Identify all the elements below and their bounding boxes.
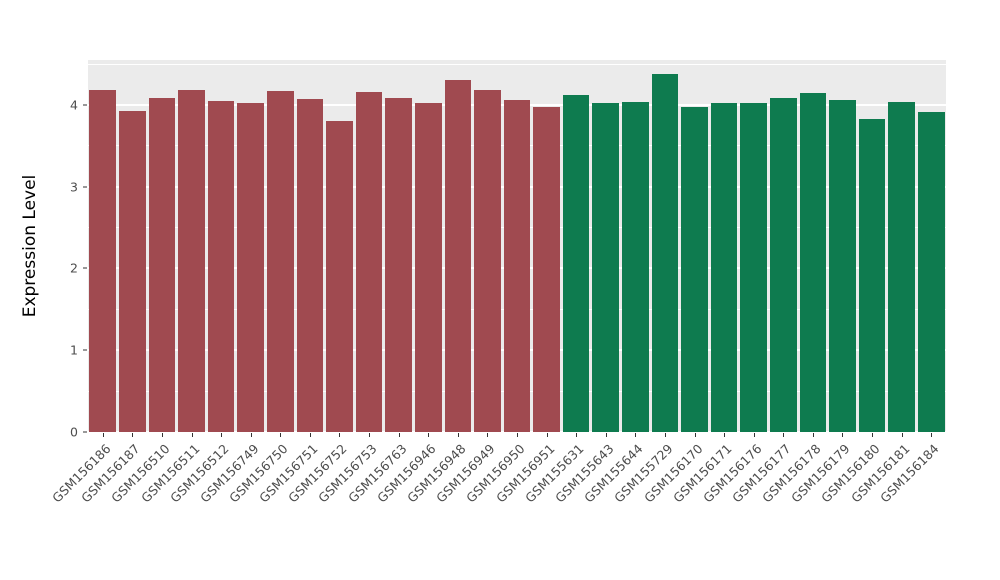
y-tick-label: 2 [70, 260, 78, 276]
bar [237, 102, 265, 432]
x-tick-mark [635, 433, 637, 437]
bar [207, 100, 235, 432]
x-tick-mark [576, 433, 578, 437]
bar [651, 73, 679, 432]
bar [444, 80, 472, 432]
x-tick-mark [280, 433, 282, 437]
y-tick-mark [83, 186, 87, 188]
x-tick-mark [102, 433, 104, 437]
x-tick-mark [812, 433, 814, 437]
y-axis-title: Expression Level [20, 174, 40, 318]
x-tick-mark [191, 433, 193, 437]
bar [562, 95, 590, 432]
bar [858, 118, 886, 432]
x-tick-mark [161, 433, 163, 437]
y-tick-label: 4 [70, 97, 78, 113]
y-tick-mark [83, 267, 87, 269]
y-tick-mark [83, 104, 87, 106]
bar [474, 90, 501, 432]
major-gridline [88, 431, 946, 433]
y-tick-mark [83, 349, 87, 351]
x-tick-mark [783, 433, 785, 437]
x-tick-mark [428, 433, 430, 437]
plot-panel [88, 60, 946, 433]
y-tick-mark [83, 431, 87, 433]
x-tick-mark [694, 433, 696, 437]
bar [799, 92, 827, 432]
y-tick-label: 1 [70, 342, 78, 358]
bar [888, 101, 915, 432]
x-tick-mark [872, 433, 874, 437]
bar [266, 91, 294, 432]
bar [592, 103, 620, 432]
bar [917, 112, 945, 432]
x-tick-mark [901, 433, 903, 437]
bar [296, 99, 324, 432]
bar [533, 107, 560, 432]
bar [681, 106, 708, 432]
x-tick-mark [605, 433, 607, 437]
x-tick-mark [457, 433, 459, 437]
bar [622, 101, 649, 432]
x-tick-mark [250, 433, 252, 437]
x-tick-mark [221, 433, 223, 437]
bar [414, 103, 442, 432]
x-tick-mark [931, 433, 933, 437]
bar [385, 98, 412, 432]
x-tick-mark [724, 433, 726, 437]
y-tick-label: 0 [70, 424, 78, 440]
bar [326, 121, 353, 432]
x-tick-mark [369, 433, 371, 437]
x-tick-mark [753, 433, 755, 437]
x-tick-mark [842, 433, 844, 437]
bar [829, 100, 856, 432]
x-tick-mark [664, 433, 666, 437]
x-tick-mark [517, 433, 518, 437]
x-tick-mark [398, 433, 400, 437]
x-tick-mark [309, 433, 311, 437]
bar [769, 98, 797, 432]
y-tick-label: 3 [70, 179, 78, 195]
minor-gridline [88, 63, 946, 65]
bar [148, 98, 176, 432]
x-tick-mark [487, 433, 489, 437]
bar [740, 103, 767, 432]
bar [178, 90, 205, 432]
x-tick-mark [132, 433, 134, 437]
bar [119, 110, 146, 432]
bar [710, 103, 738, 432]
x-tick-mark [546, 433, 548, 437]
bar [89, 90, 117, 432]
bar [503, 100, 531, 432]
bar [355, 91, 383, 432]
x-tick-mark [339, 433, 341, 437]
